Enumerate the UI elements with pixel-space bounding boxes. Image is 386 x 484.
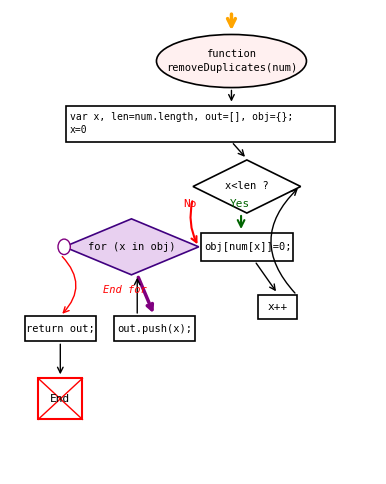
Bar: [38, 378, 83, 419]
Text: x++: x++: [267, 302, 288, 312]
Bar: [258, 295, 297, 319]
Bar: [114, 317, 195, 341]
Text: return out;: return out;: [26, 324, 95, 334]
Text: var x, len=num.length, out=[], obj={};
x=0: var x, len=num.length, out=[], obj={}; x…: [70, 112, 293, 136]
Text: End: End: [50, 394, 70, 404]
Text: End for: End for: [103, 285, 146, 295]
Text: Yes: Yes: [230, 199, 251, 209]
Text: x<len ?: x<len ?: [225, 182, 269, 192]
Text: obj[num[x]]=0;: obj[num[x]]=0;: [205, 242, 292, 252]
Polygon shape: [193, 160, 301, 213]
Bar: [201, 233, 293, 261]
Ellipse shape: [156, 34, 306, 88]
Text: function
removeDuplicates(num): function removeDuplicates(num): [166, 49, 297, 73]
Text: No: No: [183, 199, 197, 209]
Text: out.push(x);: out.push(x);: [117, 324, 192, 334]
Polygon shape: [64, 219, 199, 275]
Circle shape: [58, 239, 70, 255]
Bar: [66, 106, 335, 142]
Bar: [25, 317, 96, 341]
Text: for (x in obj): for (x in obj): [88, 242, 175, 252]
